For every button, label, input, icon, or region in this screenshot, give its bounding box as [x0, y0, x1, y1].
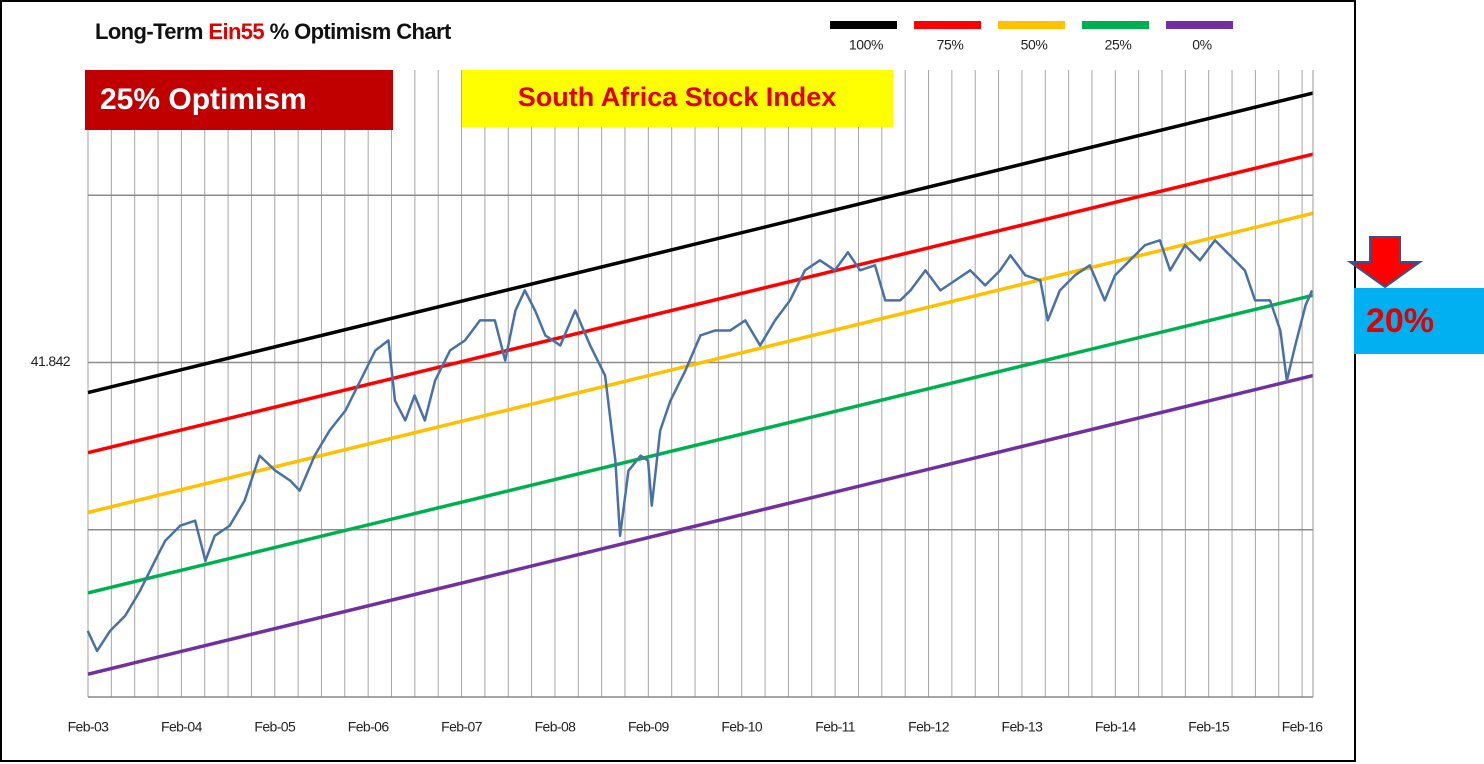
- callout-box: [1354, 288, 1484, 354]
- legend-label: 75%: [937, 37, 964, 53]
- x-tick-label: Feb-04: [161, 719, 203, 735]
- x-tick-label: Feb-05: [254, 719, 296, 735]
- channel-line: [87, 91, 1314, 395]
- callout-arrow: [1346, 236, 1424, 289]
- x-tick-label: Feb-07: [441, 719, 483, 735]
- legend-swatch: [830, 21, 897, 29]
- legend-label: 25%: [1105, 37, 1132, 53]
- title-highlight: Ein55: [208, 19, 264, 44]
- legend: 100% 75% 50% 25% 0%: [830, 21, 1233, 53]
- channel-line: [87, 152, 1314, 455]
- x-tick-label: Feb-06: [348, 719, 390, 735]
- channel-line: [87, 293, 1314, 595]
- plot-lines: [86, 91, 1314, 676]
- index-line: [86, 239, 1314, 653]
- channel-line: [87, 211, 1314, 515]
- title-prefix: Long-Term: [95, 19, 203, 44]
- x-tick-label: Feb-14: [1095, 719, 1137, 735]
- legend-swatch: [1166, 21, 1233, 29]
- label-text: South Africa Stock Index: [518, 82, 837, 112]
- label-box: [462, 70, 893, 127]
- x-tick-label: Feb-16: [1282, 719, 1324, 735]
- x-tick-label: Feb-10: [721, 719, 763, 735]
- legend-label: 100%: [849, 37, 883, 53]
- x-tick-label: Feb-15: [1188, 719, 1230, 735]
- x-tick-label: Feb-03: [68, 719, 110, 735]
- x-tick-label: Feb-13: [1002, 719, 1044, 735]
- legend-label: 0%: [1192, 37, 1211, 53]
- channel-line: [87, 373, 1314, 676]
- callout-text: 20%: [1366, 302, 1434, 340]
- legend-swatch: [998, 21, 1065, 29]
- badge-text: 25% Optimism: [100, 83, 307, 116]
- legend-swatch: [914, 21, 981, 29]
- title-suffix: % Optimism Chart: [270, 19, 452, 44]
- x-tick-label: Feb-12: [908, 719, 950, 735]
- x-tick-label: Feb-09: [628, 719, 670, 735]
- x-tick-label: Feb-11: [815, 719, 856, 735]
- badge-box: [85, 70, 393, 130]
- legend-swatch: [1082, 21, 1149, 29]
- x-tick-label: Feb-08: [535, 719, 577, 735]
- chart-title: Long-Term Ein55 % Optimism Chart: [95, 19, 452, 44]
- y-tick-label: 41.842: [31, 353, 71, 369]
- legend-label: 50%: [1021, 37, 1048, 53]
